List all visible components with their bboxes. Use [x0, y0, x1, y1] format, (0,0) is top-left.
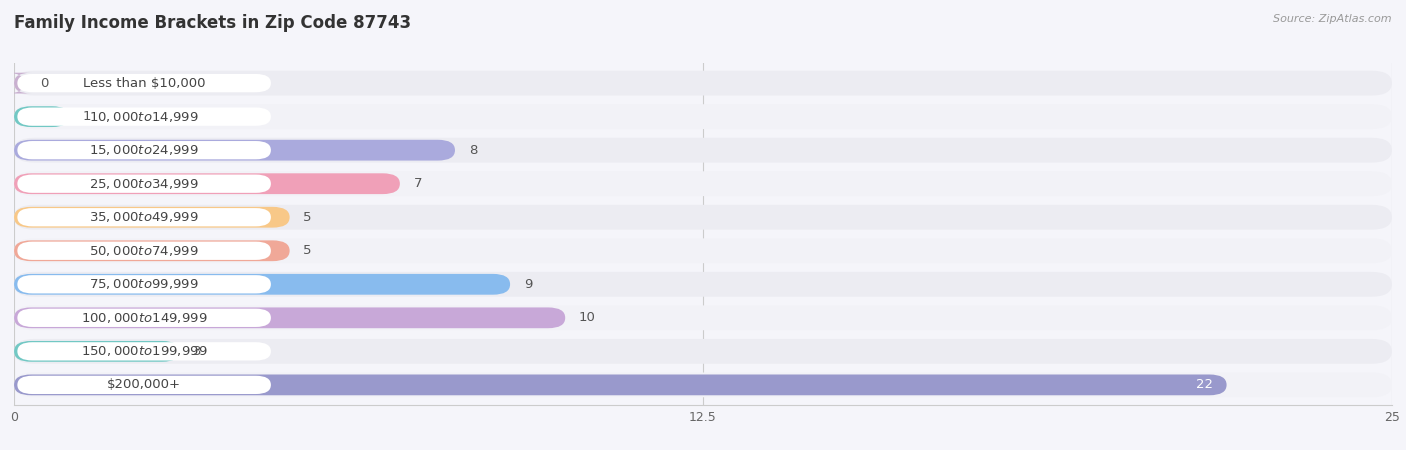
FancyBboxPatch shape — [14, 104, 1392, 129]
FancyBboxPatch shape — [7, 73, 31, 94]
FancyBboxPatch shape — [14, 106, 69, 127]
FancyBboxPatch shape — [14, 207, 290, 228]
FancyBboxPatch shape — [17, 342, 271, 360]
Text: $100,000 to $149,999: $100,000 to $149,999 — [82, 311, 208, 325]
Text: $200,000+: $200,000+ — [107, 378, 181, 392]
Text: 1: 1 — [83, 110, 91, 123]
FancyBboxPatch shape — [14, 240, 290, 261]
Text: Source: ZipAtlas.com: Source: ZipAtlas.com — [1274, 14, 1392, 23]
FancyBboxPatch shape — [14, 238, 1392, 263]
FancyBboxPatch shape — [14, 339, 1392, 364]
Text: 0: 0 — [41, 76, 49, 90]
FancyBboxPatch shape — [17, 275, 271, 293]
FancyBboxPatch shape — [17, 208, 271, 226]
FancyBboxPatch shape — [14, 171, 1392, 196]
FancyBboxPatch shape — [14, 272, 1392, 297]
Text: 3: 3 — [193, 345, 201, 358]
Text: 7: 7 — [413, 177, 422, 190]
Text: Family Income Brackets in Zip Code 87743: Family Income Brackets in Zip Code 87743 — [14, 14, 411, 32]
Text: 8: 8 — [468, 144, 477, 157]
FancyBboxPatch shape — [17, 108, 271, 126]
Text: 5: 5 — [304, 211, 312, 224]
FancyBboxPatch shape — [14, 71, 1392, 95]
FancyBboxPatch shape — [17, 376, 271, 394]
Text: 22: 22 — [1197, 378, 1213, 392]
FancyBboxPatch shape — [14, 307, 565, 328]
FancyBboxPatch shape — [14, 138, 1392, 162]
Text: $25,000 to $34,999: $25,000 to $34,999 — [90, 177, 200, 191]
FancyBboxPatch shape — [14, 341, 180, 362]
Text: $75,000 to $99,999: $75,000 to $99,999 — [90, 277, 200, 291]
FancyBboxPatch shape — [17, 141, 271, 159]
Text: 5: 5 — [304, 244, 312, 257]
FancyBboxPatch shape — [17, 242, 271, 260]
Text: 9: 9 — [524, 278, 533, 291]
Text: $15,000 to $24,999: $15,000 to $24,999 — [90, 143, 200, 157]
FancyBboxPatch shape — [14, 306, 1392, 330]
FancyBboxPatch shape — [14, 274, 510, 295]
Text: Less than $10,000: Less than $10,000 — [83, 76, 205, 90]
FancyBboxPatch shape — [14, 173, 399, 194]
FancyBboxPatch shape — [17, 175, 271, 193]
FancyBboxPatch shape — [14, 140, 456, 161]
FancyBboxPatch shape — [14, 373, 1392, 397]
Text: 10: 10 — [579, 311, 596, 324]
FancyBboxPatch shape — [14, 205, 1392, 230]
Text: $10,000 to $14,999: $10,000 to $14,999 — [90, 110, 200, 124]
FancyBboxPatch shape — [17, 74, 271, 92]
FancyBboxPatch shape — [14, 374, 1226, 395]
FancyBboxPatch shape — [17, 309, 271, 327]
Text: $50,000 to $74,999: $50,000 to $74,999 — [90, 244, 200, 258]
Text: $35,000 to $49,999: $35,000 to $49,999 — [90, 210, 200, 224]
Text: $150,000 to $199,999: $150,000 to $199,999 — [82, 344, 208, 358]
